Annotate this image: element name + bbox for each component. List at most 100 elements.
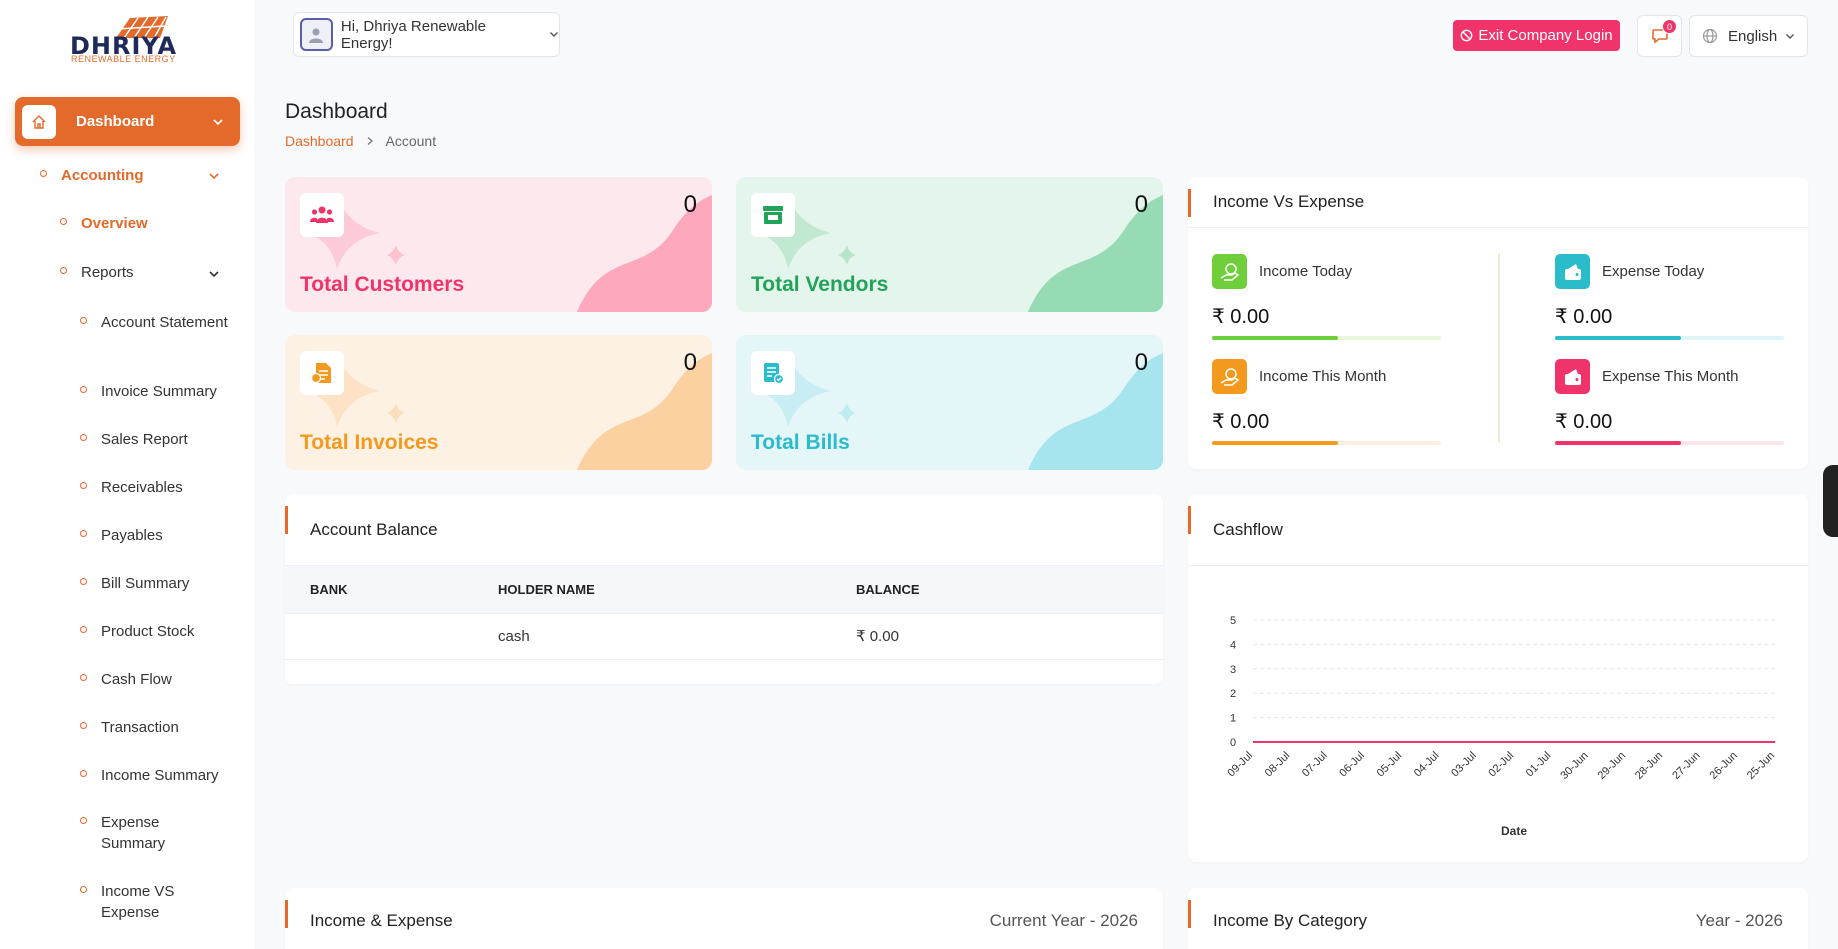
x-tick-label: 30-Jun bbox=[1558, 750, 1590, 782]
stat-card-total-customers[interactable]: 0 Total Customers bbox=[285, 177, 712, 312]
panel-header: Account Balance bbox=[285, 494, 1163, 566]
chevron-right-icon bbox=[367, 137, 373, 145]
panel-title: Income By Category bbox=[1213, 911, 1368, 930]
wallet-icon bbox=[1555, 359, 1590, 394]
x-tick-label: 07-Jul bbox=[1300, 750, 1330, 780]
money-hand-icon bbox=[1212, 254, 1247, 289]
stat-count: 0 bbox=[1134, 349, 1148, 376]
bullet-icon bbox=[80, 626, 87, 633]
user-menu-button[interactable]: Hi, Dhriya Renewable Energy! bbox=[293, 12, 560, 57]
sidebar-item-income-vs-expense[interactable]: Income VS Expense bbox=[80, 881, 210, 923]
x-tick-label: 03-Jul bbox=[1449, 750, 1479, 780]
table-row: cash ₹ 0.00 bbox=[285, 613, 1163, 660]
money-hand-icon bbox=[1212, 359, 1247, 394]
stat-label: Total Vendors bbox=[751, 273, 889, 296]
user-greeting: Hi, Dhriya Renewable Energy! bbox=[340, 17, 486, 52]
language-label: English bbox=[1728, 27, 1778, 45]
bullet-icon bbox=[80, 674, 87, 681]
exit-company-login-button[interactable]: Exit Company Login bbox=[1453, 20, 1620, 51]
sidebar-item-income-summary[interactable]: Income Summary bbox=[80, 765, 219, 786]
notifications-button[interactable]: 0 bbox=[1637, 15, 1682, 57]
sidebar-item-label: Sales Report bbox=[101, 431, 188, 448]
bullet-icon bbox=[80, 386, 87, 393]
divider bbox=[1498, 253, 1500, 443]
progress-bar bbox=[1212, 336, 1441, 340]
income-expense-panel: Income & Expense Current Year - 2026 bbox=[285, 888, 1163, 949]
x-tick-label: 01-Jul bbox=[1524, 750, 1554, 780]
cashflow-chart: 0 1 2 3 4 5 09-Jul 08-Jul 07-Jul 06-Jul 05-Jul 04-J… bbox=[1225, 615, 1777, 838]
sidebar-item-label: Reports bbox=[81, 264, 134, 281]
x-axis-label: Date bbox=[1501, 824, 1527, 838]
language-select[interactable]: English bbox=[1689, 15, 1808, 57]
solar-panel-icon bbox=[116, 16, 168, 39]
stat-count: 0 bbox=[683, 191, 697, 218]
sidebar-item-bill-summary[interactable]: Bill Summary bbox=[80, 573, 189, 594]
chevron-down-icon[interactable] bbox=[208, 270, 220, 278]
sidebar-item-label: Invoice Summary bbox=[101, 383, 217, 400]
sidebar-item-invoice-summary[interactable]: Invoice Summary bbox=[80, 381, 217, 402]
sidebar-item-product-stock[interactable]: Product Stock bbox=[80, 621, 194, 642]
x-tick-label: 27-Jun bbox=[1670, 750, 1702, 782]
sidebar-item-label: Dashboard bbox=[76, 113, 155, 130]
sidebar-item-label: Income VS Expense bbox=[101, 883, 175, 921]
sidebar-item-receivables[interactable]: Receivables bbox=[80, 477, 183, 498]
sidebar-item-cash-flow[interactable]: Cash Flow bbox=[80, 669, 172, 690]
stat-label: Total Bills bbox=[751, 431, 850, 454]
sidebar-item-reports[interactable]: Reports bbox=[60, 262, 134, 283]
y-tick-label: 3 bbox=[1230, 664, 1236, 676]
account-balance-panel: Account Balance BANK HOLDER NAME BALANCE… bbox=[285, 494, 1163, 684]
sidebar-item-overview[interactable]: Overview bbox=[60, 213, 148, 234]
y-tick-label: 4 bbox=[1230, 639, 1236, 651]
panel-header: Income By Category Year - 2026 bbox=[1188, 888, 1808, 949]
sidebar-item-sales-report[interactable]: Sales Report bbox=[80, 429, 188, 450]
panel-subtitle: Year - 2026 bbox=[1695, 911, 1783, 930]
y-tick-label: 0 bbox=[1230, 737, 1236, 749]
stat-label: Total Invoices bbox=[300, 431, 439, 454]
bullet-icon bbox=[60, 267, 67, 274]
sidebar-item-dashboard[interactable]: Dashboard bbox=[15, 97, 240, 146]
x-tick-label: 06-Jul bbox=[1337, 750, 1367, 780]
sidebar-item-label: Payables bbox=[101, 527, 163, 544]
breadcrumb-dashboard-link[interactable]: Dashboard bbox=[285, 133, 354, 149]
panel-header: Cashflow bbox=[1188, 494, 1808, 566]
stat-card-total-vendors[interactable]: 0 Total Vendors bbox=[736, 177, 1163, 312]
stat-label: Total Customers bbox=[300, 273, 465, 296]
panel-title: Income & Expense bbox=[310, 911, 453, 930]
metric-value: ₹ 0.00 bbox=[1555, 411, 1613, 433]
cell-bank bbox=[285, 613, 498, 660]
stat-card-total-invoices[interactable]: 0 Total Invoices bbox=[285, 335, 712, 470]
brand-logo[interactable]: DHRIYA RENEWABLE ENERGY bbox=[70, 14, 182, 66]
x-tick-label: 08-Jul bbox=[1263, 750, 1293, 780]
y-tick-label: 1 bbox=[1230, 713, 1236, 725]
sidebar-item-label: Overview bbox=[81, 215, 148, 232]
x-tick-label: 25-Jun bbox=[1745, 750, 1777, 782]
notification-badge: 0 bbox=[1662, 19, 1677, 34]
bullet-icon bbox=[80, 817, 87, 824]
sidebar-item-transaction[interactable]: Transaction bbox=[80, 717, 179, 738]
store-icon bbox=[751, 193, 795, 237]
sidebar-item-label: Accounting bbox=[61, 167, 144, 184]
panel-header: Income Vs Expense bbox=[1188, 177, 1808, 228]
sidebar-item-payables[interactable]: Payables bbox=[80, 525, 163, 546]
ban-icon bbox=[1460, 29, 1473, 42]
bill-icon bbox=[751, 351, 795, 395]
chevron-down-icon[interactable] bbox=[208, 172, 220, 180]
metric-label: Income Today bbox=[1259, 263, 1353, 280]
x-tick-label: 26-Jun bbox=[1708, 750, 1740, 782]
sidebar-item-account-statement[interactable]: Account Statement bbox=[80, 312, 230, 333]
sidebar-item-expense-summary[interactable]: Expense Summary bbox=[80, 812, 210, 854]
y-tick-label: 5 bbox=[1230, 615, 1236, 627]
sidebar-item-label: Expense Summary bbox=[101, 814, 166, 852]
chevron-down-icon bbox=[1786, 33, 1795, 39]
chevron-down-icon bbox=[550, 32, 558, 37]
stat-card-total-bills[interactable]: 0 Total Bills bbox=[736, 335, 1163, 470]
metric-value: ₹ 0.00 bbox=[1212, 306, 1270, 328]
sidebar-item-label: Receivables bbox=[101, 479, 183, 496]
sidebar: DHRIYA RENEWABLE ENERGY Dashboard Accoun… bbox=[0, 0, 254, 949]
bullet-icon bbox=[40, 170, 47, 177]
side-drawer-handle[interactable] bbox=[1823, 465, 1838, 537]
x-tick-label: 04-Jul bbox=[1412, 750, 1442, 780]
cell-holder-name: cash bbox=[498, 613, 856, 660]
bullet-icon bbox=[80, 722, 87, 729]
sidebar-item-accounting[interactable]: Accounting bbox=[40, 165, 144, 186]
